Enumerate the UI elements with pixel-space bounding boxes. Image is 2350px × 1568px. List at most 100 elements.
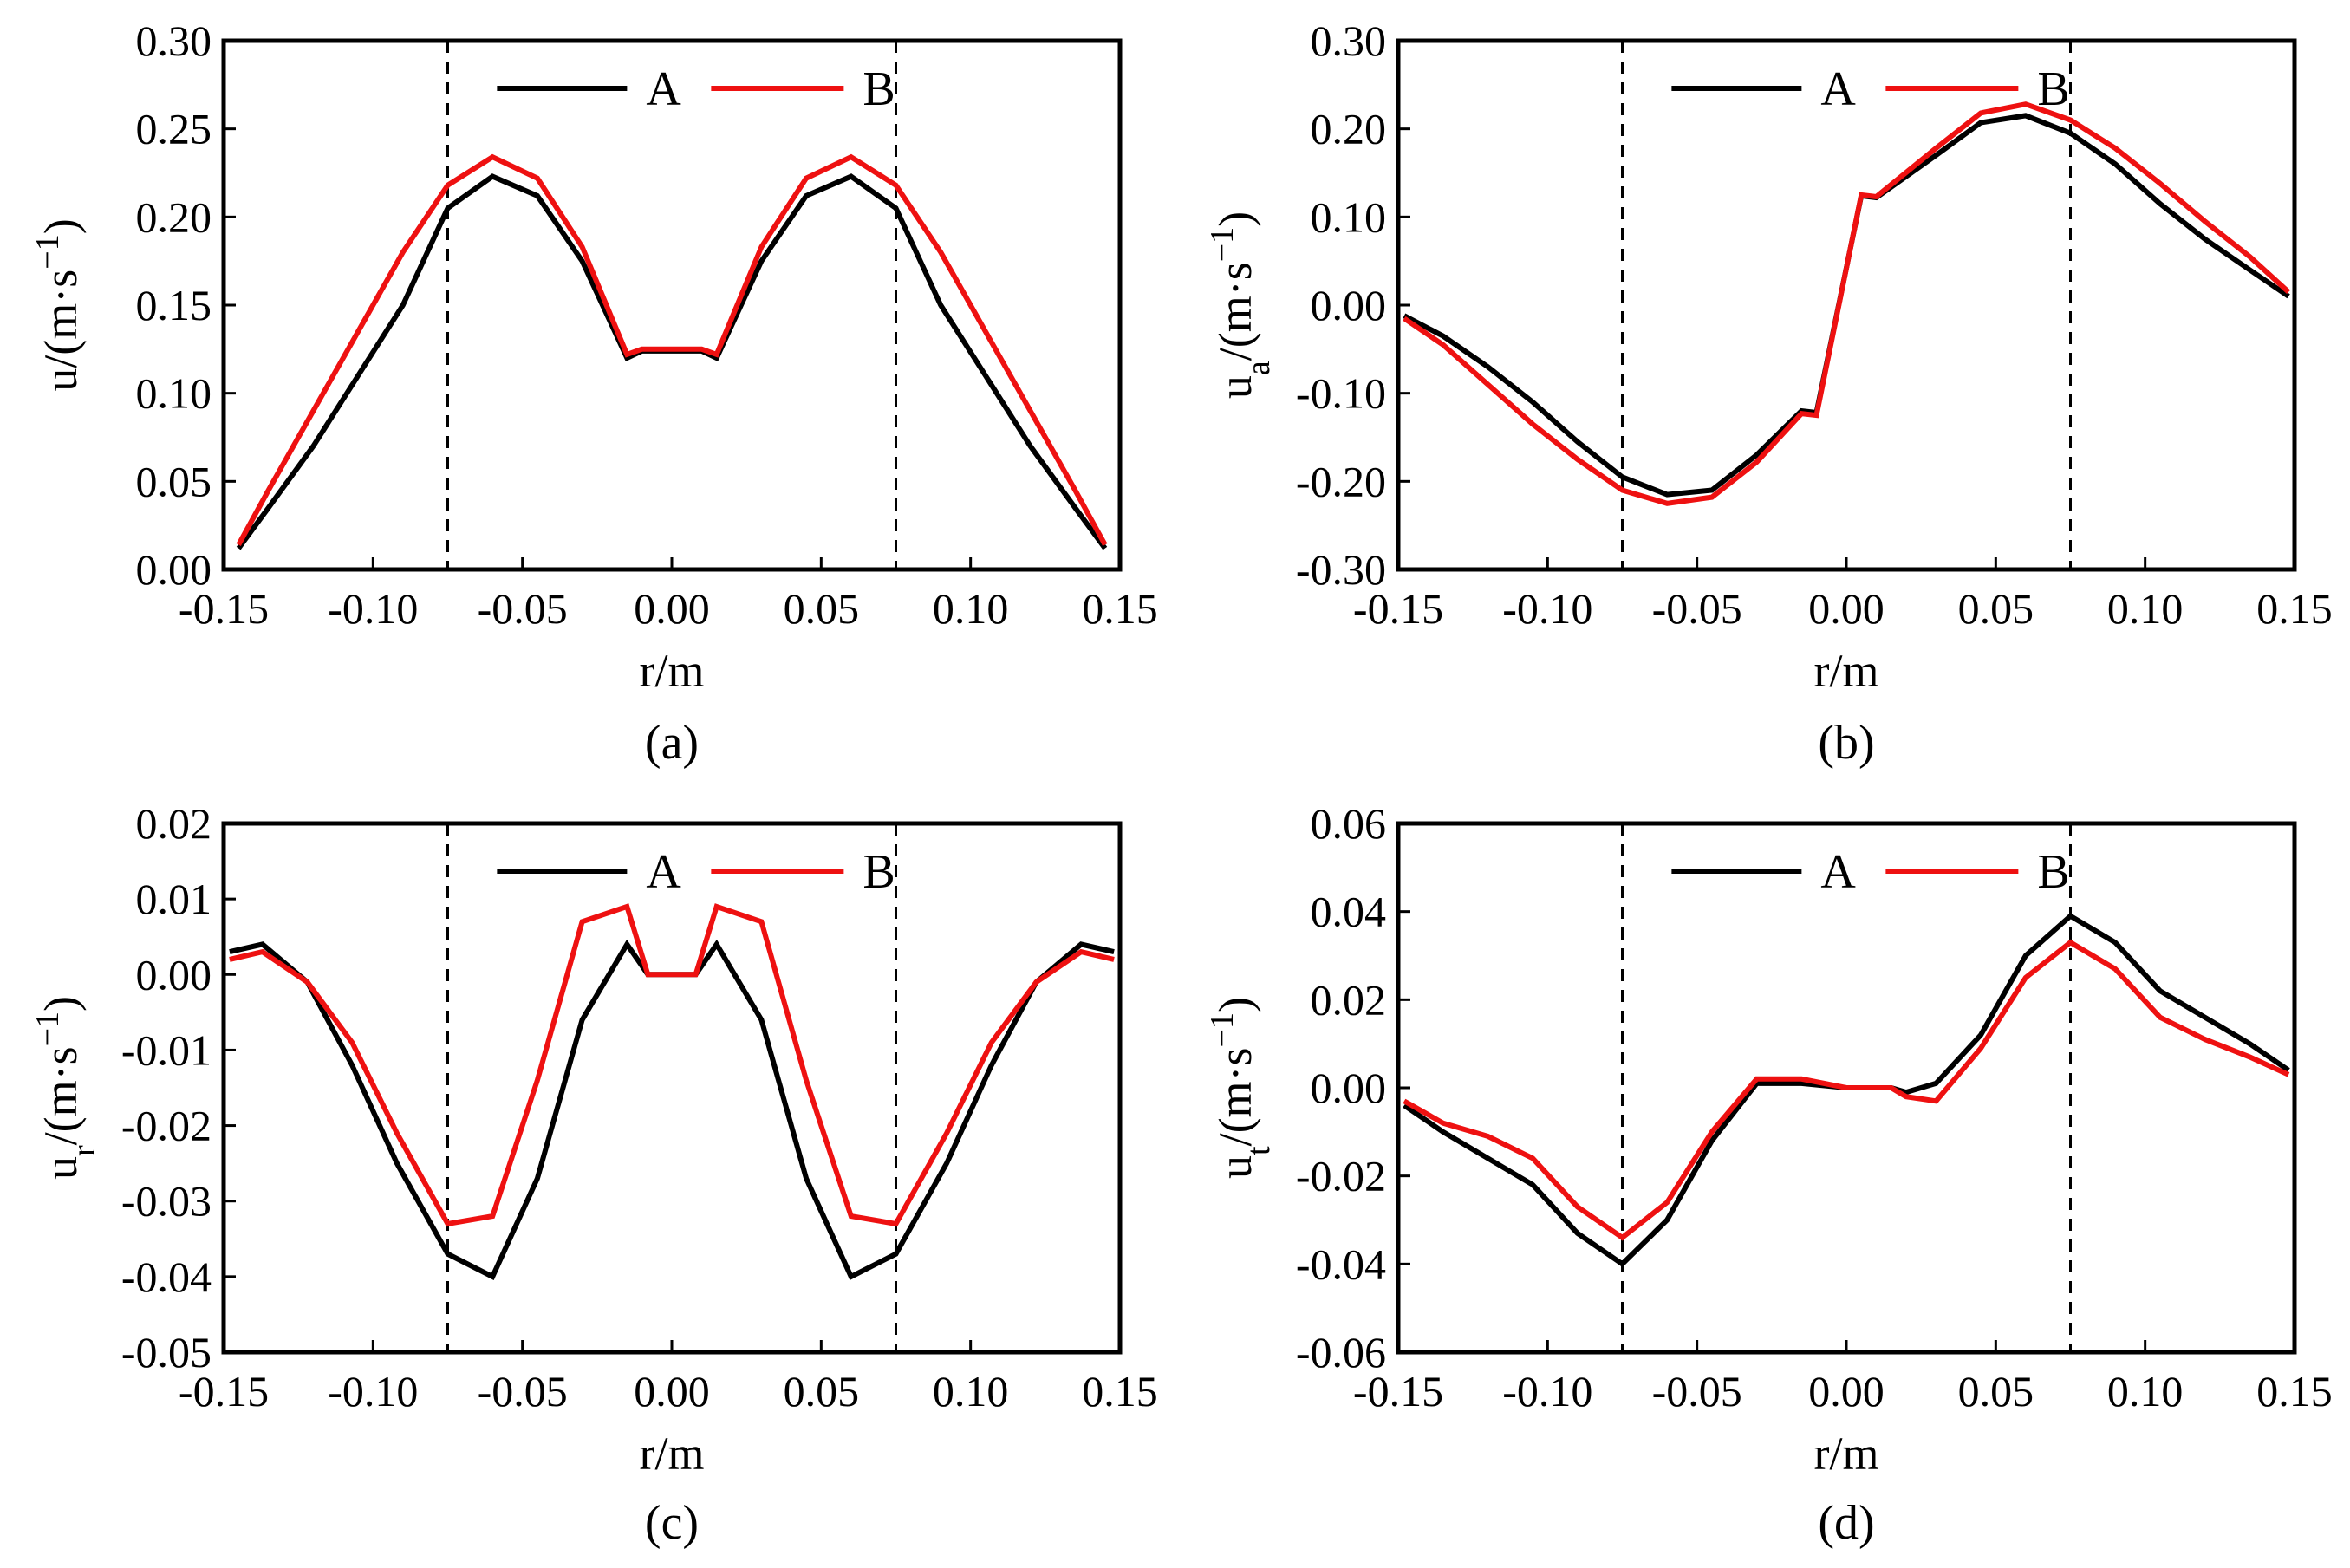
x-tick-label: 0.15 <box>2256 1367 2333 1415</box>
legend-label-A: A <box>1820 845 1856 899</box>
y-tick-label: 0.00 <box>1311 1064 1387 1112</box>
series-line-A <box>229 939 1115 1280</box>
series-line-B <box>236 153 1108 546</box>
y-axis-symbol: u <box>35 1156 87 1180</box>
x-tick-label: -0.15 <box>179 1367 269 1415</box>
y-tick-label: 0.25 <box>136 105 212 153</box>
y-tick-label: -0.01 <box>121 1025 212 1074</box>
panel-caption: (a) <box>645 716 699 770</box>
y-tick-label: 0.20 <box>136 192 212 241</box>
y-axis-subscript: a <box>1240 361 1277 375</box>
axes-frame <box>221 821 1123 1355</box>
x-tick-label: 0.00 <box>634 1367 710 1415</box>
series-line-B <box>1403 939 2290 1241</box>
axes-frame <box>1396 821 2297 1355</box>
x-tick-label: 0.00 <box>1808 1367 1885 1415</box>
y-axis-title: ua/(m·s−1) <box>1204 211 1277 399</box>
x-tick-label: 0.05 <box>1958 1367 2034 1415</box>
x-tick-label: -0.10 <box>1502 584 1592 633</box>
x-tick-label: -0.05 <box>1652 1367 1742 1415</box>
y-tick-label: -0.04 <box>121 1252 212 1301</box>
y-tick-label: 0.00 <box>136 545 212 594</box>
y-tick-label: 0.00 <box>136 950 212 999</box>
x-tick-label: -0.10 <box>1502 1367 1592 1415</box>
y-axis-symbol: u <box>35 368 87 392</box>
y-axis-unit: /(m·s <box>35 270 87 368</box>
y-tick-label: -0.03 <box>121 1177 212 1226</box>
y-tick-label: -0.06 <box>1296 1328 1386 1376</box>
y-tick-label: -0.02 <box>121 1102 212 1150</box>
x-tick-label: 0.05 <box>784 584 860 633</box>
legend-label-A: A <box>1820 62 1856 116</box>
y-tick-label: 0.05 <box>136 457 212 505</box>
y-axis-exponent: −1 <box>1204 227 1240 262</box>
y-axis-exponent: −1 <box>1204 1012 1240 1047</box>
y-axis-subscript: r <box>66 1145 102 1156</box>
x-tick-label: 0.05 <box>1958 584 2034 633</box>
x-tick-label: 0.15 <box>2256 584 2333 633</box>
y-tick-label: 0.02 <box>136 799 212 848</box>
y-tick-label: -0.04 <box>1296 1239 1386 1288</box>
y-axis-close: ) <box>1209 211 1261 227</box>
x-tick-label: 0.05 <box>784 1367 860 1415</box>
y-axis-close: ) <box>1209 997 1261 1012</box>
x-tick-label: -0.15 <box>1353 1367 1443 1415</box>
chart-panel-1: -0.15 -0.10 -0.05 0.00 0.05 0.10 0.15 0.00 0.05 0… <box>29 16 1158 770</box>
y-tick-label: 0.10 <box>1311 192 1387 241</box>
y-axis-title: ur/(m·s−1) <box>29 996 102 1180</box>
x-tick-label: 0.00 <box>1808 584 1885 633</box>
y-axis-symbol: u <box>1209 1155 1261 1179</box>
y-tick-label: 0.20 <box>1311 105 1387 153</box>
chart-panel-4: -0.15 -0.10 -0.05 0.00 0.05 0.10 0.15 -0.06 -0.0… <box>1204 799 2333 1550</box>
x-axis-title: r/m <box>1814 1428 1879 1480</box>
x-tick-label: -0.10 <box>328 584 418 633</box>
x-tick-label: 0.10 <box>2107 584 2184 633</box>
y-tick-label: 0.10 <box>136 369 212 418</box>
y-tick-label: 0.30 <box>1311 16 1387 65</box>
y-tick-label: 0.02 <box>1311 975 1387 1024</box>
y-axis-unit: /(m·s <box>1209 1047 1261 1146</box>
y-axis-exponent: −1 <box>29 1012 66 1046</box>
y-axis-unit: /(m·s <box>35 1046 87 1145</box>
y-axis-unit: /(m·s <box>1209 262 1261 361</box>
x-tick-label: 0.00 <box>634 584 710 633</box>
y-tick-label: -0.20 <box>1296 457 1386 505</box>
x-tick-label: -0.05 <box>1652 584 1742 633</box>
x-tick-label: 0.10 <box>2107 1367 2184 1415</box>
y-tick-label: -0.05 <box>121 1328 212 1376</box>
x-tick-label: -0.05 <box>478 1367 568 1415</box>
y-tick-label: 0.06 <box>1311 799 1387 848</box>
x-tick-label: -0.15 <box>1353 584 1443 633</box>
axes-frame <box>1396 38 2297 572</box>
x-axis-title: r/m <box>640 1428 705 1480</box>
legend-label-A: A <box>646 845 681 899</box>
y-tick-label: -0.02 <box>1296 1152 1386 1200</box>
x-tick-label: -0.05 <box>478 584 568 633</box>
chart-panel-3: -0.15 -0.10 -0.05 0.00 0.05 0.10 0.15 -0.05 -0.0… <box>29 799 1158 1550</box>
x-tick-label: 0.10 <box>933 584 1009 633</box>
x-tick-label: -0.15 <box>179 584 269 633</box>
panel-caption: (c) <box>645 1496 699 1550</box>
series-line-A <box>1403 113 2290 498</box>
y-tick-label: -0.10 <box>1296 369 1386 418</box>
legend-label-B: B <box>2037 62 2069 116</box>
panel-caption: (b) <box>1818 716 1874 770</box>
panel-caption: (d) <box>1818 1496 1874 1550</box>
chart-panel-2: -0.15 -0.10 -0.05 0.00 0.05 0.10 0.15 -0.30 -0.2… <box>1204 16 2333 770</box>
x-axis-title: r/m <box>640 645 705 697</box>
y-axis-subscript: t <box>1240 1146 1277 1155</box>
y-tick-label: 0.15 <box>136 281 212 329</box>
y-tick-label: 0.30 <box>136 16 212 65</box>
axes-frame <box>221 38 1123 572</box>
y-axis-symbol: u <box>1209 375 1261 399</box>
y-tick-label: 0.01 <box>136 875 212 923</box>
legend-label-B: B <box>863 845 895 899</box>
x-tick-label: 0.15 <box>1082 584 1158 633</box>
series-line-A <box>236 173 1108 550</box>
x-axis-title: r/m <box>1814 645 1879 697</box>
y-tick-label: 0.04 <box>1311 888 1387 936</box>
legend-label-B: B <box>863 62 895 116</box>
series-line-B <box>1403 101 2291 506</box>
series-line-B <box>229 903 1115 1227</box>
